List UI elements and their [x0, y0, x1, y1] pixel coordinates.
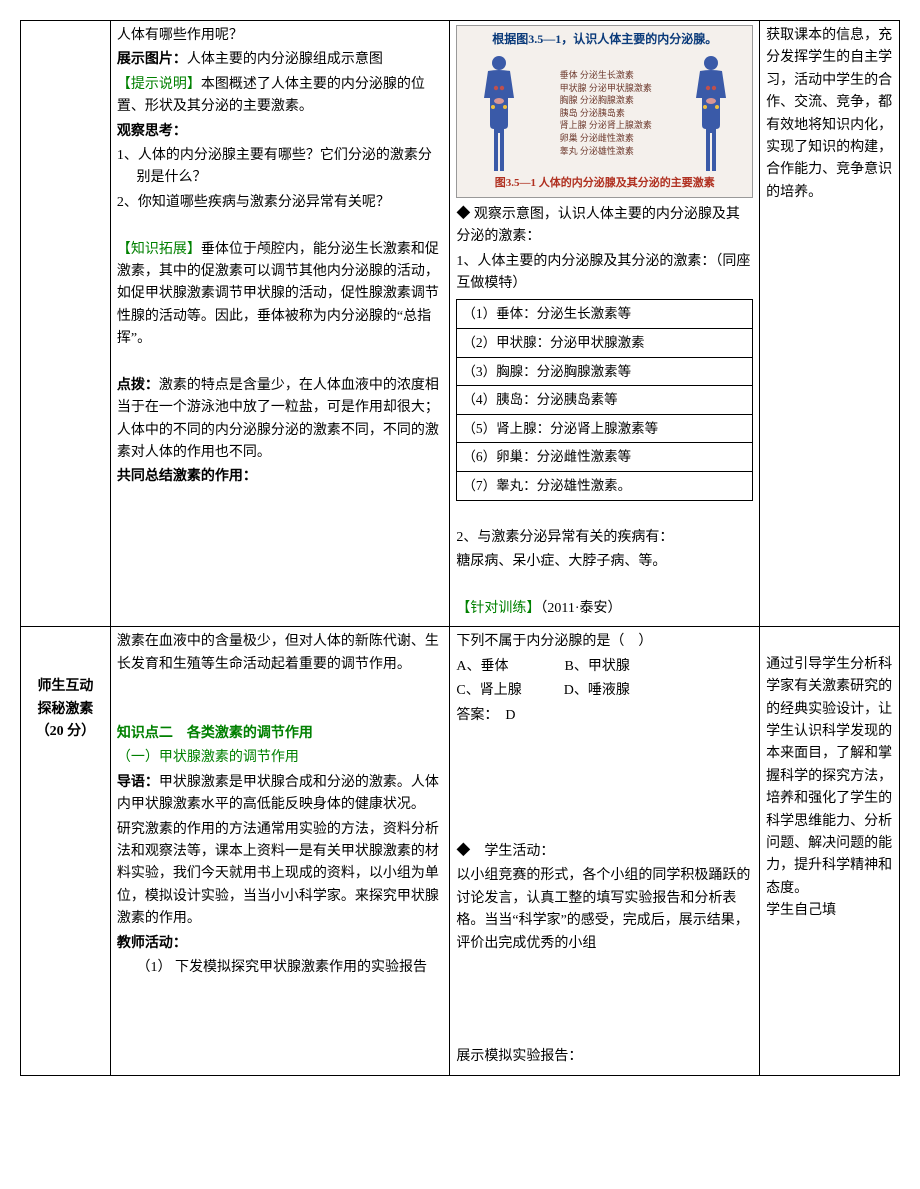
row2-student-cell: 下列不属于内分泌腺的是（ ） A、垂体 B、甲状腺 C、肾上腺 D、唾液腺 答案… [450, 627, 760, 1075]
student-activity-text: 以小组竞赛的形式，各个小组的同学积极踊跃的讨论发言，认真工整的填写实验报告和分析… [456, 865, 753, 955]
teacher-activity-1: （1） 下发模拟探究甲状腺激素作用的实验报告 [117, 957, 443, 979]
section-1-label: （一）甲状腺激素的调节作用 [117, 747, 443, 769]
ext-line: 【知识拓展】垂体位于颅腔内，能分泌生长激素和促激素，其中的促激素可以调节其他内分… [117, 239, 443, 351]
gland-row: （2）甲状腺：分泌甲状腺激素 [457, 328, 753, 357]
student-activity-label: ◆ 学生活动： [456, 841, 753, 863]
organ-label: 垂体 分泌生长激素 [560, 69, 652, 82]
dianbo-label: 点拨： [117, 378, 159, 393]
hormone-lead: 激素在血液中的含量极少，但对人体的新陈代谢、生长发育和生殖等生命活动起着重要的调… [117, 631, 443, 676]
stage-title-3: （20 分） [27, 721, 104, 743]
row2-intent-text: 通过引导学生分析科学家有关激素研究的的经典实验设计，让学生认识科学发现的本来面目… [766, 657, 892, 918]
organ-label: 卵巢 分泌雌性激素 [560, 132, 652, 145]
tip-label: 【提示说明】 [117, 77, 201, 92]
show-label: 展示图片： [117, 52, 187, 67]
kp2-label: 知识点二 各类激素的调节作用 [117, 723, 443, 745]
show-report: 展示模拟实验报告： [456, 1046, 753, 1068]
row1-teacher-cell: 人体有哪些作用呢？ 展示图片：人体主要的内分泌腺组成示意图 【提示说明】本图概述… [110, 21, 449, 627]
stage-title-1: 师生互动 [27, 676, 104, 698]
quiz-option-a: A、垂体 [456, 659, 508, 674]
method-text: 研究激素的作用的方法通常用实验的方法，资料分析法和观察法等，课本上资料一是有关甲… [117, 819, 443, 931]
gland-row: （5）肾上腺：分泌肾上腺激素等 [457, 414, 753, 443]
row2-intent-cell: 通过引导学生分析科学家有关激素研究的的经典实验设计，让学生认识科学发现的本来面目… [760, 627, 900, 1075]
gland-table: （1）垂体：分泌生长激素等（2）甲状腺：分泌甲状腺激素（3）胸腺：分泌胸腺激素等… [456, 299, 753, 500]
think-item-2: 2、你知道哪些疾病与激素分泌异常有关呢？ [117, 192, 443, 214]
tip-line: 【提示说明】本图概述了人体主要的内分泌腺的位置、形状及其分泌的主要激素。 [117, 74, 443, 119]
organ-label: 胸腺 分泌胸腺激素 [560, 94, 652, 107]
think-label: 观察思考： [117, 121, 443, 143]
organ-label: 睾丸 分泌雄性激素 [560, 145, 652, 158]
gland-row: （7）睾丸：分泌雄性激素。 [457, 471, 753, 500]
train-label: 【针对训练】 [456, 601, 540, 616]
show-image-line: 展示图片：人体主要的内分泌腺组成示意图 [117, 49, 443, 71]
question-line: 人体有哪些作用呢？ [117, 25, 443, 47]
summary-label: 共同总结激素的作用： [117, 466, 443, 488]
diagram-title: 根据图3.5—1，认识人体主要的内分泌腺。 [461, 30, 748, 49]
think-item-1: 1、人体的内分泌腺主要有哪些？它们分泌的激素分别是什么？ [117, 145, 443, 190]
show-text: 人体主要的内分泌腺组成示意图 [187, 52, 383, 67]
ext-label: 【知识拓展】 [117, 242, 201, 257]
daoyu-line: 导语：甲状腺激素是甲状腺合成和分泌的激素。人体内甲状腺激素水平的高低能反映身体的… [117, 772, 443, 817]
organ-label: 甲状腺 分泌甲状腺激素 [560, 82, 652, 95]
quiz-question: 下列不属于内分泌腺的是（ ） [456, 631, 753, 653]
stage-title-2: 探秘激素 [27, 699, 104, 721]
dianbo-line: 点拨：激素的特点是含量少，在人体血液中的浓度相当于在一个游泳池中放了一粒盐，可是… [117, 375, 443, 465]
organ-labels: 垂体 分泌生长激素甲状腺 分泌甲状腺激素胸腺 分泌胸腺激素胰岛 分泌胰岛素肾上腺… [558, 69, 652, 157]
diagram-caption: 图3.5—1 人体的内分泌腺及其分泌的主要激素 [461, 175, 748, 193]
male-silhouette-icon [682, 53, 740, 173]
quiz-option-d: D、唾液腺 [564, 683, 630, 698]
quiz-options-line2: C、肾上腺 D、唾液腺 [456, 680, 753, 702]
train-src: （2011·泰安） [540, 601, 621, 616]
gland-row: （4）胰岛：分泌胰岛素等 [457, 386, 753, 415]
dianbo-text: 激素的特点是含量少，在人体血液中的浓度相当于在一个游泳池中放了一粒盐，可是作用却… [117, 378, 439, 460]
glands-item-2a: 2、与激素分泌异常有关的疾病有： [456, 527, 753, 549]
gland-row: （3）胸腺：分泌胸腺激素等 [457, 357, 753, 386]
organ-label: 胰岛 分泌胰岛素 [560, 107, 652, 120]
table-row: 人体有哪些作用呢？ 展示图片：人体主要的内分泌腺组成示意图 【提示说明】本图概述… [21, 21, 900, 627]
observe-label: ◆ 观察示意图，认识人体主要的内分泌腺及其分泌的激素： [456, 204, 753, 249]
organ-label: 肾上腺 分泌肾上腺激素 [560, 119, 652, 132]
female-silhouette-icon [470, 53, 528, 173]
daoyu-text: 甲状腺激素是甲状腺合成和分泌的激素。人体内甲状腺激素水平的高低能反映身体的健康状… [117, 775, 439, 812]
quiz-answer: 答案： D [456, 705, 753, 727]
quiz-options-line1: A、垂体 B、甲状腺 [456, 656, 753, 678]
gland-diagram: 根据图3.5—1，认识人体主要的内分泌腺。 垂体 分泌生长激素甲状腺 分泌甲状腺… [456, 25, 753, 198]
glands-item-1: 1、人体主要的内分泌腺及其分泌的激素：（同座互做模特） [456, 251, 753, 296]
gland-row: （6）卵巢：分泌雌性激素等 [457, 443, 753, 472]
ext-text: 垂体位于颅腔内，能分泌生长激素和促激素，其中的促激素可以调节其他内分泌腺的活动，… [117, 242, 439, 347]
daoyu-label: 导语： [117, 775, 159, 790]
row1-student-cell: 根据图3.5—1，认识人体主要的内分泌腺。 垂体 分泌生长激素甲状腺 分泌甲状腺… [450, 21, 760, 627]
quiz-option-b: B、甲状腺 [564, 659, 629, 674]
diagram-body: 垂体 分泌生长激素甲状腺 分泌甲状腺激素胸腺 分泌胸腺激素胰岛 分泌胰岛素肾上腺… [461, 53, 748, 173]
table-row: 师生互动 探秘激素 （20 分） 激素在血液中的含量极少，但对人体的新陈代谢、生… [21, 627, 900, 1075]
glands-item-2b: 糖尿病、呆小症、大脖子病、等。 [456, 551, 753, 573]
gland-row: （1）垂体：分泌生长激素等 [457, 300, 753, 329]
row2-stage-cell: 师生互动 探秘激素 （20 分） [21, 627, 111, 1075]
train-line: 【针对训练】（2011·泰安） [456, 598, 753, 620]
teacher-activity-label: 教师活动： [117, 933, 443, 955]
row2-teacher-cell: 激素在血液中的含量极少，但对人体的新陈代谢、生长发育和生殖等生命活动起着重要的调… [110, 627, 449, 1075]
row1-stage-cell [21, 21, 111, 627]
row1-intent-cell: 获取课本的信息，充分发挥学生的自主学习，活动中学生的合作、交流、竞争，都有效地将… [760, 21, 900, 627]
quiz-option-c: C、肾上腺 [456, 683, 521, 698]
